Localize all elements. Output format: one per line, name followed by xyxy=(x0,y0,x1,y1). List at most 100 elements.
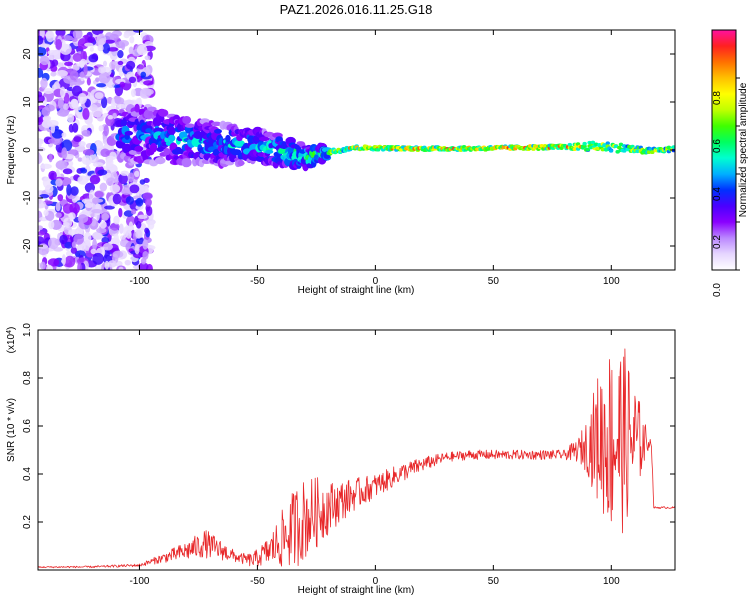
spectrogram-noise-blob xyxy=(102,242,114,251)
spectrogram-x-tick-label: 0 xyxy=(373,276,379,287)
snr-y-tick-label: 0.6 xyxy=(22,419,33,433)
spectrogram-signal-blob xyxy=(181,157,192,168)
spectrogram-noise-blob xyxy=(144,227,150,234)
spectrogram-noise-blob xyxy=(139,179,146,185)
spectrogram-signal-blob xyxy=(603,147,609,152)
spectrogram-noise-blob xyxy=(96,227,107,234)
spectrogram-noise-blob xyxy=(98,66,107,74)
spectrogram-noise-blob xyxy=(103,124,109,137)
spectrogram-signal-blob xyxy=(184,123,196,128)
snr-y-tick-label: 0.2 xyxy=(22,515,33,529)
spectrogram-noise-blob xyxy=(57,97,64,109)
spectrogram-noise-blob xyxy=(57,62,64,68)
spectrogram-signal-blob xyxy=(265,149,274,154)
spectrogram-noise-blob xyxy=(77,175,89,185)
spectrogram-noise-blob xyxy=(142,239,149,250)
spectrogram-signal-blob xyxy=(168,134,176,142)
spectrogram-noise-blob xyxy=(66,184,72,196)
spectrogram-signal-blob xyxy=(615,149,620,154)
spectrogram-noise-blob xyxy=(38,111,42,118)
spectrogram-noise-blob xyxy=(68,212,76,220)
spectrogram-noise-blob xyxy=(125,229,132,239)
spectrogram-noise-blob xyxy=(96,115,104,122)
spectrogram-noise-blob xyxy=(89,174,101,185)
spectrogram-y-tick-label: 10 xyxy=(22,96,33,108)
spectrogram-noise-blob xyxy=(40,261,46,270)
spectrogram-noise-blob xyxy=(135,97,142,104)
spectrogram-noise-blob xyxy=(137,64,144,70)
spectrogram-noise-blob xyxy=(47,237,59,250)
spectrogram-noise-blob xyxy=(83,64,88,76)
spectrogram-signal-blob xyxy=(163,148,171,157)
spectrogram-noise-blob xyxy=(62,103,69,110)
snr-x-tick-label: 100 xyxy=(603,576,620,587)
spectrogram-signal-blob xyxy=(605,141,610,146)
spectrogram-signal-blob xyxy=(618,142,624,147)
spectrogram-noise-blob xyxy=(51,59,59,67)
spectrogram-noise-blob xyxy=(42,115,52,122)
spectrogram-noise-blob xyxy=(124,259,132,266)
spectrogram-noise-blob xyxy=(55,178,63,187)
spectrogram-noise-blob xyxy=(104,260,110,270)
spectrogram-noise-blob xyxy=(103,205,115,210)
spectrogram-noise-blob xyxy=(41,120,53,129)
snr-y-axis-label: SNR (10 * v/v) xyxy=(6,398,17,462)
spectrogram-signal-blob xyxy=(600,147,606,152)
spectrogram-y-tick-label: -10 xyxy=(22,190,33,205)
spectrogram-noise-blob xyxy=(40,77,48,89)
spectrogram-signal-blob xyxy=(134,103,140,113)
colorbar-tick-label: 0.4 xyxy=(712,187,723,201)
spectrogram-noise-blob xyxy=(47,138,55,144)
spectrogram-noise-blob xyxy=(147,220,155,230)
spectrogram-signal-blob xyxy=(145,128,152,133)
snr-y-tick-label: 1.0 xyxy=(22,323,33,337)
spectrogram-noise-blob xyxy=(59,86,66,99)
spectrogram-signal-blob xyxy=(258,136,270,142)
spectrogram-noise-blob xyxy=(69,81,81,87)
spectrogram-signal-blob xyxy=(154,157,166,165)
spectrogram-noise-blob xyxy=(39,43,51,48)
colorbar-tick-label: 0.2 xyxy=(712,235,723,249)
spectrogram-signal-blob xyxy=(158,109,169,117)
spectrogram-noise-blob xyxy=(91,197,99,204)
spectrogram-noise-blob xyxy=(48,170,57,181)
spectrogram-noise-blob xyxy=(97,44,104,52)
spectrogram-noise-blob xyxy=(73,233,84,245)
colorbar-tick-label: 0.0 xyxy=(712,283,723,297)
spectrogram-noise-blob xyxy=(109,60,117,70)
spectrogram-noise-blob xyxy=(47,49,59,56)
spectrogram-noise-blob xyxy=(40,163,52,169)
spectrogram-noise-blob xyxy=(101,212,110,221)
spectrogram-signal-blob xyxy=(214,128,222,134)
spectrogram-noise-blob xyxy=(123,32,130,39)
spectrogram-noise-blob xyxy=(56,70,68,77)
spectrogram-signal-blob xyxy=(376,147,381,152)
spectrogram-signal-blob xyxy=(134,145,144,152)
spectrogram-noise-blob xyxy=(77,38,89,50)
spectrogram-noise-blob xyxy=(55,160,68,170)
spectrogram-noise-blob xyxy=(84,42,94,47)
spectrogram-signal-blob xyxy=(234,139,245,147)
spectrogram-signal-blob xyxy=(124,130,134,136)
spectrogram-noise-blob xyxy=(142,192,153,200)
figure-title: PAZ1.2026.016.11.25.G18 xyxy=(280,2,433,17)
snr-y-ticks: 0.2 0.4 0.6 0.8 1.0 xyxy=(22,323,675,529)
spectrogram-noise-blob xyxy=(113,215,120,225)
spectrogram-noise-blob xyxy=(114,177,119,186)
spectrogram-noise-blob xyxy=(55,202,61,212)
spectrogram-noise-blob xyxy=(135,197,144,207)
spectrogram-noise-blob xyxy=(78,140,86,147)
spectrogram-noise-blob xyxy=(44,184,54,194)
spectrogram-x-tick-label: -50 xyxy=(250,276,265,287)
spectrogram-noise-blob xyxy=(102,42,111,54)
spectrogram-noise-blob xyxy=(97,169,108,176)
spectrogram-noise-blob xyxy=(77,262,82,270)
spectrogram-noise-blob xyxy=(61,254,66,266)
spectrogram-noise-blob xyxy=(57,194,64,202)
spectrogram-noise-blob xyxy=(77,93,87,105)
spectrogram-noise-blob xyxy=(130,208,137,215)
spectrogram-noise-blob xyxy=(92,162,104,168)
spectrogram-noise-blob xyxy=(122,99,135,105)
spectrogram-noise-blob xyxy=(43,88,54,95)
